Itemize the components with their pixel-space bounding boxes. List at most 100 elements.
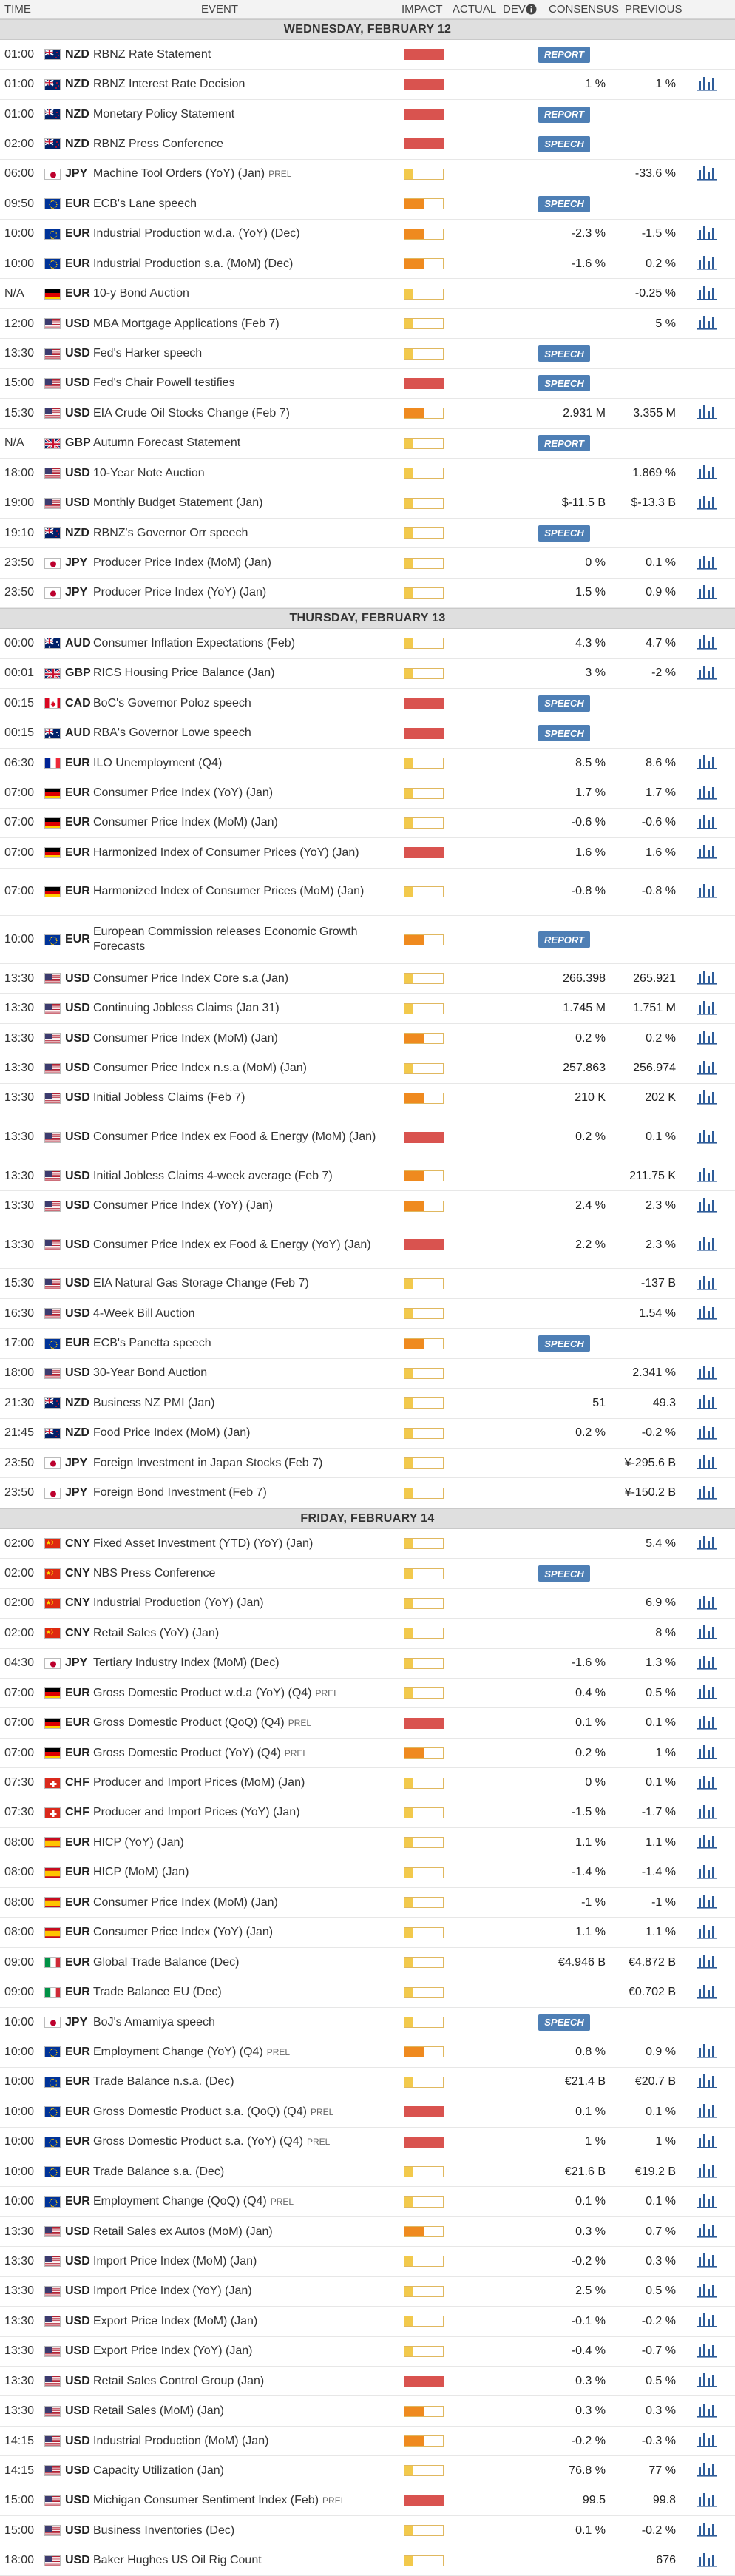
bar-chart-icon[interactable] xyxy=(697,254,718,274)
chart-button[interactable] xyxy=(695,1708,720,1737)
chart-button[interactable] xyxy=(695,1191,720,1220)
event-name[interactable]: Autumn Forecast Statement xyxy=(93,436,240,451)
event-row[interactable]: 13:30 USD Export Price Index (YoY) (Jan) -0… xyxy=(0,2336,735,2367)
event-name[interactable]: Gross Domestic Product s.a. (YoY) (Q4) PR… xyxy=(93,2134,330,2149)
event-row[interactable]: 06:30 EUR ILO Unemployment (Q4) 8.5 % 8.6 % xyxy=(0,748,735,779)
report-tag[interactable]: REPORT xyxy=(538,106,590,123)
event-name-cell[interactable]: RBNZ Rate Statement xyxy=(93,40,396,69)
event-name-cell[interactable]: Gross Domestic Product s.a. (QoQ) (Q4) PR… xyxy=(93,2097,396,2126)
event-row[interactable]: 18:00 USD 30-Year Bond Auction 2.341 % xyxy=(0,1358,735,1389)
event-name[interactable]: Continuing Jobless Claims (Jan 31) xyxy=(93,1001,280,1016)
event-name[interactable]: Export Price Index (YoY) (Jan) xyxy=(93,2344,253,2358)
event-name-text[interactable]: RBA's Governor Lowe speech xyxy=(93,726,251,740)
event-name-cell[interactable]: Trade Balance s.a. (Dec) xyxy=(93,2157,396,2186)
event-row[interactable]: 09:50 EUR ECB's Lane speech SPEECH xyxy=(0,189,735,220)
event-name-text[interactable]: Business Inventories (Dec) xyxy=(93,2523,235,2537)
event-name-cell[interactable]: Global Trade Balance (Dec) xyxy=(93,1948,396,1977)
event-row[interactable]: 07:00 EUR Gross Domestic Product w.d.a (Yo… xyxy=(0,1679,735,1709)
bar-chart-icon[interactable] xyxy=(697,1363,718,1383)
event-name-cell[interactable]: Retail Sales ex Autos (MoM) (Jan) xyxy=(93,2217,396,2246)
event-name-text[interactable]: Consumer Price Index (MoM) (Jan) xyxy=(93,1895,278,1909)
event-name-text[interactable]: 30-Year Bond Auction xyxy=(93,1366,208,1380)
chart-button[interactable] xyxy=(695,1739,720,1767)
event-name[interactable]: Consumer Price Index (YoY) (Jan) xyxy=(93,1198,273,1213)
speech-tag[interactable]: SPEECH xyxy=(538,1335,590,1352)
event-name-cell[interactable]: European Commission releases Economic Gr… xyxy=(93,916,396,963)
chart-button[interactable] xyxy=(695,1828,720,1857)
event-name-cell[interactable]: Import Price Index (YoY) (Jan) xyxy=(93,2277,396,2306)
event-row[interactable]: 10:00 EUR Employment Change (YoY) (Q4) PREL… xyxy=(0,2037,735,2068)
event-name[interactable]: Producer Price Index (YoY) (Jan) xyxy=(93,585,266,600)
event-row[interactable]: 13:30 USD Import Price Index (MoM) (Jan) -0… xyxy=(0,2247,735,2277)
event-name-cell[interactable]: Producer and Import Prices (YoY) (Jan) xyxy=(93,1798,396,1827)
event-name-cell[interactable]: Consumer Price Index (YoY) (Jan) xyxy=(93,1191,396,1220)
event-name[interactable]: Consumer Price Index (MoM) (Jan) xyxy=(93,1031,278,1046)
speech-tag[interactable]: SPEECH xyxy=(538,695,590,712)
bar-chart-icon[interactable] xyxy=(697,463,718,483)
event-name-cell[interactable]: Initial Jobless Claims 4-week average (F… xyxy=(93,1161,396,1190)
event-name-text[interactable]: Consumer Price Index ex Food & Energy (M… xyxy=(93,1130,376,1144)
bar-chart-icon[interactable] xyxy=(697,1166,718,1186)
event-name-cell[interactable]: RBA's Governor Lowe speech xyxy=(93,718,396,747)
bar-chart-icon[interactable] xyxy=(697,2461,718,2481)
event-row[interactable]: 23:50 JPY Foreign Investment in Japan Stoc… xyxy=(0,1449,735,1479)
chart-button[interactable] xyxy=(695,2546,720,2575)
speech-tag[interactable]: SPEECH xyxy=(538,345,590,363)
chart-button[interactable] xyxy=(695,809,720,837)
event-name-cell[interactable]: Import Price Index (MoM) (Jan) xyxy=(93,2247,396,2276)
event-name-cell[interactable]: Michigan Consumer Sentiment Index (Feb) P… xyxy=(93,2486,396,2515)
chart-button[interactable] xyxy=(695,2128,720,2157)
chart-button[interactable] xyxy=(695,964,720,993)
event-name-cell[interactable]: Business NZ PMI (Jan) xyxy=(93,1389,396,1417)
chart-button[interactable] xyxy=(695,459,720,488)
event-row[interactable]: 10:00 EUR Industrial Production w.d.a. (Yo… xyxy=(0,219,735,249)
event-name-text[interactable]: Gross Domestic Product s.a. (QoQ) (Q4) xyxy=(93,2105,307,2118)
event-name[interactable]: Retail Sales (YoY) (Jan) xyxy=(93,1626,219,1641)
speech-tag[interactable]: SPEECH xyxy=(538,375,590,392)
bar-chart-icon[interactable] xyxy=(697,999,718,1019)
chart-button[interactable] xyxy=(695,1419,720,1448)
event-name[interactable]: Import Price Index (MoM) (Jan) xyxy=(93,2254,257,2269)
chart-button[interactable] xyxy=(695,1918,720,1947)
event-name[interactable]: Foreign Investment in Japan Stocks (Feb … xyxy=(93,1456,322,1471)
event-row[interactable]: 07:00 EUR Gross Domestic Product (YoY) (Q4… xyxy=(0,1738,735,1769)
event-name-text[interactable]: Consumer Price Index ex Food & Energy (Y… xyxy=(93,1238,371,1251)
event-name-cell[interactable]: Harmonized Index of Consumer Prices (MoM… xyxy=(93,869,396,916)
event-name-text[interactable]: Trade Balance n.s.a. (Dec) xyxy=(93,2075,234,2088)
event-name-cell[interactable]: Retail Sales Control Group (Jan) xyxy=(93,2367,396,2395)
event-name[interactable]: ECB's Panetta speech xyxy=(93,1336,211,1351)
event-name[interactable]: BoJ's Amamiya speech xyxy=(93,2015,215,2030)
event-name-text[interactable]: Autumn Forecast Statement xyxy=(93,436,241,450)
chart-button[interactable] xyxy=(695,1299,720,1328)
event-name[interactable]: Industrial Production w.d.a. (YoY) (Dec) xyxy=(93,226,300,241)
event-name-text[interactable]: Fed's Harker speech xyxy=(93,347,203,360)
event-row[interactable]: 15:00 USD Business Inventories (Dec) 0.1 % -… xyxy=(0,2516,735,2546)
event-name[interactable]: Consumer Price Index (MoM) (Jan) xyxy=(93,815,278,830)
chart-button[interactable] xyxy=(695,2367,720,2395)
event-name-cell[interactable]: Industrial Production (MoM) (Jan) xyxy=(93,2427,396,2455)
event-row[interactable]: 01:00 NZD Monetary Policy Statement REPORT xyxy=(0,99,735,130)
event-name[interactable]: Employment Change (YoY) (Q4) PREL xyxy=(93,2045,290,2060)
bar-chart-icon[interactable] xyxy=(697,1952,718,1972)
event-name-text[interactable]: Producer and Import Prices (YoY) (Jan) xyxy=(93,1806,300,1819)
event-name-text[interactable]: Monetary Policy Statement xyxy=(93,107,235,121)
event-name-text[interactable]: Consumer Price Index (YoY) (Jan) xyxy=(93,786,274,800)
bar-chart-icon[interactable] xyxy=(697,1803,718,1823)
event-name[interactable]: RICS Housing Price Balance (Jan) xyxy=(93,666,274,681)
event-name[interactable]: Producer and Import Prices (MoM) (Jan) xyxy=(93,1776,305,1790)
bar-chart-icon[interactable] xyxy=(697,1773,718,1793)
event-name[interactable]: Baker Hughes US Oil Rig Count xyxy=(93,2553,262,2568)
event-row[interactable]: 00:01 GBP RICS Housing Price Balance (Jan)… xyxy=(0,658,735,689)
event-name-cell[interactable]: HICP (YoY) (Jan) xyxy=(93,1828,396,1857)
chart-button[interactable] xyxy=(695,160,720,189)
event-name-cell[interactable]: Consumer Price Index ex Food & Energy (Y… xyxy=(93,1221,396,1269)
event-name-cell[interactable]: ILO Unemployment (Q4) xyxy=(93,749,396,778)
chart-button[interactable] xyxy=(695,1888,720,1917)
event-name[interactable]: Gross Domestic Product (QoQ) (Q4) PREL xyxy=(93,1716,311,1730)
event-name-cell[interactable]: Harmonized Index of Consumer Prices (YoY… xyxy=(93,838,396,867)
bar-chart-icon[interactable] xyxy=(697,1594,718,1614)
chart-button[interactable] xyxy=(695,2247,720,2276)
speech-tag[interactable]: SPEECH xyxy=(538,195,590,212)
bar-chart-icon[interactable] xyxy=(697,1274,718,1294)
event-row[interactable]: 13:30 USD Retail Sales (MoM) (Jan) 0.3 % 0.3… xyxy=(0,2396,735,2427)
